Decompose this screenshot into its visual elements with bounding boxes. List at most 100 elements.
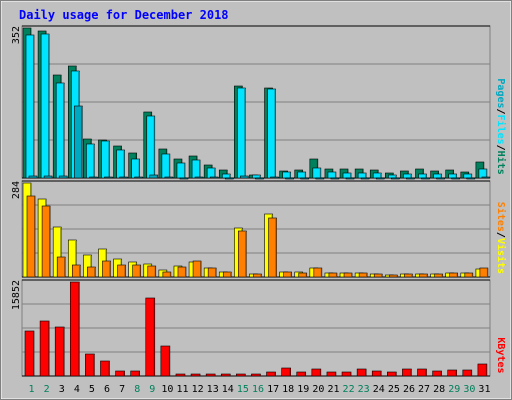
bar-sites-day-11 bbox=[177, 266, 187, 278]
bar-files-day-24 bbox=[372, 172, 382, 179]
bar-files-day-26 bbox=[403, 173, 412, 179]
bar-sites-day-7 bbox=[117, 264, 126, 278]
legend-item: / bbox=[495, 109, 506, 115]
bar-pages-day-5 bbox=[89, 176, 98, 179]
bar-files-day-9 bbox=[146, 115, 156, 179]
bar-sites-day-9 bbox=[147, 265, 157, 278]
bar-files-day-5 bbox=[86, 143, 95, 179]
bar-sites-day-13 bbox=[207, 267, 217, 278]
bar-sites-day-12 bbox=[192, 260, 202, 278]
bar-pages-day-21 bbox=[330, 177, 340, 180]
bar-pages-day-14 bbox=[224, 177, 234, 180]
bar-files-day-1 bbox=[25, 34, 35, 179]
day-label: 12 bbox=[192, 384, 204, 395]
day-label: 29 bbox=[448, 384, 460, 395]
day-label: 16 bbox=[252, 384, 264, 395]
bar-files-day-25 bbox=[388, 174, 397, 179]
bar-files-day-6 bbox=[101, 140, 110, 179]
bar-pages-day-26 bbox=[406, 177, 415, 180]
day-label: 17 bbox=[267, 384, 279, 395]
bar-kbytes-day-27 bbox=[417, 368, 427, 377]
bar-pages-day-29 bbox=[451, 177, 461, 180]
bar-kbytes-day-13 bbox=[205, 373, 216, 377]
bar-kbytes-day-18 bbox=[281, 367, 291, 377]
day-axis: 1 2 3 4 5 6 7 8 9 10 11 12 13 14 15 16 17 18 19 20 21 22 23 24 2… bbox=[29, 384, 491, 395]
day-label: 19 bbox=[297, 384, 309, 395]
day-label: 14 bbox=[222, 384, 234, 395]
bar-files-day-15 bbox=[237, 87, 246, 179]
day-label: 15 bbox=[237, 384, 249, 395]
bar-pages-day-9 bbox=[149, 174, 159, 179]
day-label: 18 bbox=[282, 384, 294, 395]
bar-pages-day-16 bbox=[255, 177, 264, 180]
visits-sites-panel: 284 Sites/Visits bbox=[11, 180, 507, 278]
bar-files-day-31 bbox=[478, 168, 488, 179]
bar-kbytes-day-22 bbox=[341, 371, 352, 377]
bar-files-day-13 bbox=[206, 167, 216, 179]
legend-item: Pages bbox=[495, 78, 506, 108]
bar-sites-day-2 bbox=[41, 205, 51, 278]
bar-kbytes-day-15 bbox=[236, 373, 246, 377]
bar-sites-day-14 bbox=[222, 271, 232, 278]
legend-item: Visits bbox=[495, 238, 507, 274]
bar-pages-day-20 bbox=[315, 177, 325, 180]
bar-files-day-3 bbox=[55, 82, 65, 179]
bar-kbytes-day-24 bbox=[371, 370, 382, 377]
legend-item: / bbox=[495, 232, 506, 238]
day-label: 26 bbox=[403, 384, 415, 395]
bar-files-day-16 bbox=[252, 174, 261, 179]
day-label: 25 bbox=[388, 384, 400, 395]
bar-sites-day-25 bbox=[389, 274, 398, 278]
bar-sites-day-18 bbox=[283, 271, 292, 278]
bar-pages-day-25 bbox=[391, 177, 400, 180]
bar-pages-day-18 bbox=[285, 177, 294, 180]
bar-pages-day-3 bbox=[58, 175, 68, 179]
bar-pages-day-8 bbox=[134, 176, 143, 179]
bar-kbytes-day-30 bbox=[462, 369, 473, 377]
day-label: 3 bbox=[59, 384, 65, 395]
day-label: 13 bbox=[207, 384, 219, 395]
bar-pages-day-13 bbox=[209, 176, 219, 179]
bar-pages-day-30 bbox=[466, 177, 476, 180]
bar-kbytes-day-25 bbox=[387, 371, 397, 377]
bar-sites-day-31 bbox=[479, 267, 489, 278]
day-label: 5 bbox=[89, 384, 95, 395]
bar-pages-day-17 bbox=[270, 176, 279, 179]
bar-pages-day-11 bbox=[179, 177, 189, 180]
day-label: 28 bbox=[433, 384, 445, 395]
bar-pages-day-12 bbox=[194, 176, 204, 179]
bar-kbytes-day-2 bbox=[39, 320, 50, 377]
day-label: 27 bbox=[418, 384, 430, 395]
bar-kbytes-day-21 bbox=[326, 371, 337, 377]
day-label: 30 bbox=[463, 384, 475, 395]
day-label: 24 bbox=[373, 384, 385, 395]
bar-sites-day-10 bbox=[162, 271, 172, 278]
day-label: 2 bbox=[44, 384, 50, 395]
bar-kbytes-day-12 bbox=[190, 373, 201, 377]
bar-pages-day-31 bbox=[481, 176, 491, 179]
bar-files-day-12 bbox=[191, 159, 201, 179]
bar-files-day-27 bbox=[418, 173, 427, 179]
bar-kbytes-day-28 bbox=[432, 370, 442, 377]
bar-pages-day-19 bbox=[300, 177, 310, 180]
bar-sites-day-16 bbox=[253, 273, 262, 278]
bar-pages-day-24 bbox=[375, 177, 385, 180]
bar-files-day-20 bbox=[312, 167, 322, 179]
day-label: 7 bbox=[119, 384, 125, 395]
bar-files-day-18 bbox=[282, 171, 291, 179]
bar-files-day-19 bbox=[297, 171, 307, 179]
day-label: 6 bbox=[104, 384, 110, 395]
bar-kbytes-day-11 bbox=[175, 373, 186, 377]
bar-sites-day-20 bbox=[313, 267, 323, 278]
bar-sites-day-21 bbox=[328, 272, 338, 278]
bar-sites-day-23 bbox=[358, 272, 368, 278]
bar-kbytes-day-4 bbox=[69, 281, 80, 377]
bar-sites-day-27 bbox=[419, 273, 428, 278]
chart-title: Daily usage for December 2018 bbox=[19, 8, 229, 22]
bar-sites-day-8 bbox=[132, 264, 141, 278]
legend-item: Hits bbox=[495, 151, 507, 175]
bar-kbytes-day-19 bbox=[296, 371, 307, 377]
bar-kbytes-day-10 bbox=[160, 345, 171, 377]
bar-files-day-22 bbox=[342, 172, 352, 179]
day-label: 9 bbox=[149, 384, 155, 395]
